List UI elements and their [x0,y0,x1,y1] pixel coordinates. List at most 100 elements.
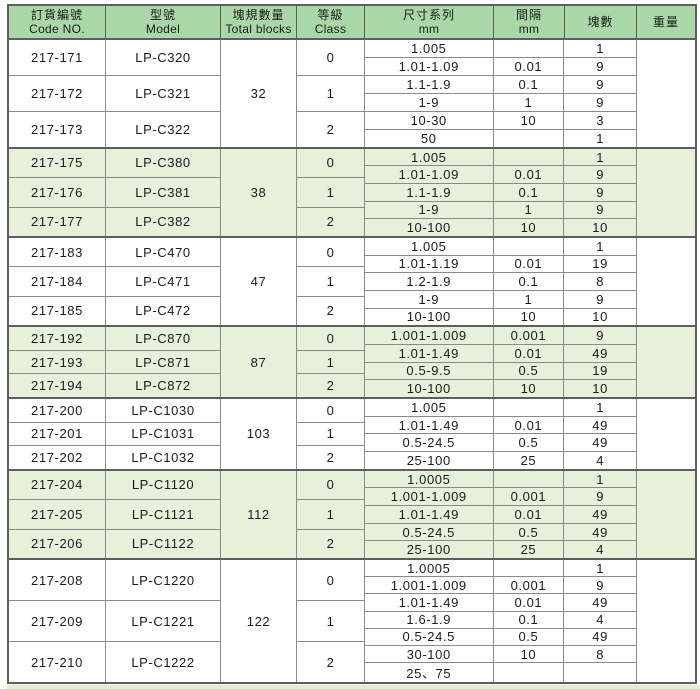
model-cell: LP-C382 [135,214,191,230]
interval-cell [494,129,565,147]
total-blocks-cell: 32 [221,40,297,147]
model-cell: LP-C380 [106,149,220,179]
size-row: 50 1 [365,129,636,147]
class-cell: 0 [297,560,364,602]
count-cell: 9 [596,58,605,74]
header-code-en: Code NO. [29,22,85,36]
size-row: 1.0005 1 [365,560,636,578]
model-cell: LP-C1220 [106,560,220,602]
header-interval-unit: mm [518,22,540,36]
interval-cell: 0.01 [494,416,565,434]
size-row: 25-100 25 4 [365,452,636,469]
code-cell: 217-173 [31,121,83,137]
size-series-block: 1.001-1.009 0.001 9 1.01-1.49 0.01 49 0.5-9.5 0… [365,327,637,397]
interval-cell: 0.01 [494,166,565,183]
size-cell: 1.005 [365,398,494,416]
size-row: 25-100 25 4 [365,541,636,559]
size-cell: 1.01-1.09 [365,57,494,75]
model-column: LP-C1220 LP-C1221 LP-C1222 [106,560,221,683]
code-column: 217-208 217-209 217-210 [9,560,106,683]
size-cell: 1.0005 [365,470,494,488]
class-cell: 1 [297,178,364,208]
count-cell: 1 [596,40,605,56]
size-cell: 25-100 [365,541,494,559]
total-blocks-cell: 47 [221,237,297,326]
count-cell: 1 [596,149,605,165]
class-cell: 1 [297,267,364,297]
size-cell: 1.1-1.9 [365,75,494,93]
header-size-unit: mm [418,22,440,36]
interval-cell: 0.1 [494,75,565,93]
total-blocks-cell: 87 [221,327,297,397]
code-cell: 217-210 [31,654,83,670]
size-row: 1.005 1 [365,398,636,417]
header-model-en: Model [145,22,181,36]
gauge-block-spec-table: 訂貨編號 Code NO. 型號 Model 塊規數量 Total blocks… [7,4,697,685]
page-bottom-strip [7,685,700,689]
size-row: 1.005 1 [365,237,636,256]
count-cell: 10 [592,309,608,325]
header-size-zh: 尺寸系列 [402,8,455,22]
code-cell: 217-184 [9,267,105,297]
count-cell: 9 [596,328,605,344]
class-cell: 0 [297,40,364,76]
header-interval-zh: 間隔 [515,8,542,22]
weight-cell [637,471,695,558]
size-cell: 25-100 [365,452,494,469]
size-row: 1-9 1 9 [365,290,636,309]
weight-cell [637,560,695,682]
size-cell: 1.01-1.49 [365,344,494,362]
model-cell: LP-C470 [106,238,220,268]
size-row: 1.01-1.09 0.01 9 [365,166,636,184]
interval-cell: 0.01 [494,506,565,523]
size-series-block: 1.005 1 1.01-1.09 0.01 9 1.1-1.9 0.1 9 1-9 1 9 10-3… [365,40,637,147]
size-series-block: 1.0005 1 1.001-1.009 0.001 9 1.01-1.49 0.01 49 1… [365,560,637,683]
size-row: 1.01-1.19 0.01 19 [365,255,636,274]
product-group: 217-200 217-201 217-202 LP-C1030 LP-C1031 LP-… [9,396,695,469]
code-cell: 217-193 [9,351,105,375]
model-cell: LP-C872 [135,378,191,394]
total-blocks-cell: 38 [221,148,297,236]
code-cell: 217-172 [9,76,105,112]
weight-cell [637,399,695,469]
header-total-en: Total blocks [225,22,292,36]
count-cell: 10 [592,220,608,236]
size-row: 1.01-1.49 0.01 49 [365,416,636,435]
size-row: 10-100 10 10 [365,308,636,326]
size-cell: 10-30 [365,111,494,129]
size-row: 1.001-1.009 0.001 9 [365,488,636,507]
count-cell: 1 [596,471,605,487]
size-row: 10-30 10 3 [365,111,636,130]
size-cell: 10-100 [365,380,494,397]
size-series-block: 1.0005 1 1.001-1.009 0.001 9 1.01-1.49 0.01 49 0… [365,470,637,559]
size-cell: 50 [365,129,494,147]
size-series-block: 1.005 1 1.01-1.09 0.01 9 1.1-1.9 0.1 9 1-9 1 9 10-1… [365,148,637,236]
code-cell: 217-206 [31,536,83,552]
class-cell: 1 [297,351,364,375]
count-cell: 1 [596,130,605,146]
weight-cell [637,40,695,147]
interval-cell: 25 [494,452,565,469]
header-code-no: 訂貨編號 Code NO. [9,6,106,38]
count-cell: 49 [592,506,608,522]
count-cell: 3 [596,112,605,128]
interval-cell: 0.5 [494,434,565,452]
interval-cell: 0.001 [494,327,565,344]
model-cell: LP-C472 [135,303,191,319]
count-cell: 9 [596,94,605,110]
code-cell: 217-204 [9,471,105,501]
count-cell: 8 [596,274,605,290]
interval-cell [494,560,565,577]
size-cell: 0.5-9.5 [365,362,494,380]
code-cell: 217-205 [9,500,105,530]
interval-cell: 0.1 [494,611,565,628]
count-cell: 1 [596,399,605,415]
class-cell: 2 [326,378,335,394]
count-cell: 9 [596,184,605,200]
size-cell: 1.005 [365,40,494,57]
code-cell: 217-194 [31,378,83,394]
interval-cell: 1 [494,93,565,111]
size-cell: 0.5-24.5 [365,523,494,541]
header-total-blocks: 塊規數量 Total blocks [221,6,297,38]
